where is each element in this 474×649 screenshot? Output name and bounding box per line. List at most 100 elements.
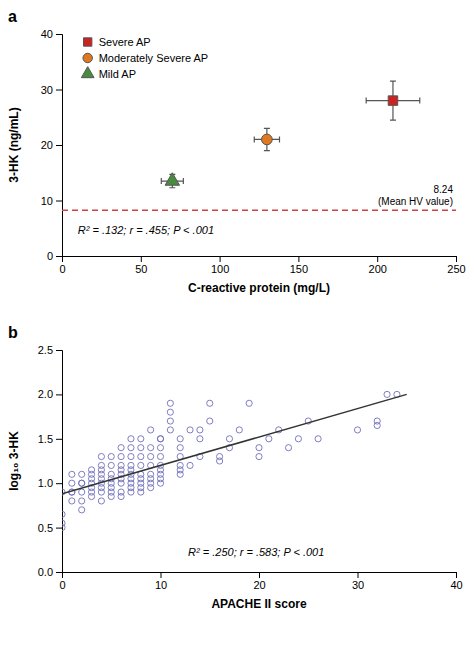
tick: 0.5 <box>38 522 62 534</box>
tick-mark <box>56 528 62 529</box>
point <box>157 436 163 442</box>
tick-mark <box>56 394 62 395</box>
tick: 10 <box>155 572 167 591</box>
tick-label: 10 <box>155 579 167 591</box>
point <box>315 436 321 442</box>
tick: 0.0 <box>38 566 62 578</box>
point <box>266 436 272 442</box>
tick-mark <box>56 90 62 91</box>
y-axis-title: 3-HK (ng/mL) <box>7 107 21 182</box>
point <box>128 462 134 468</box>
point <box>138 436 144 442</box>
point <box>69 471 75 477</box>
point <box>79 507 85 513</box>
point <box>98 453 104 459</box>
point <box>118 453 124 459</box>
point <box>295 436 301 442</box>
tick-label: 1.5 <box>38 433 53 445</box>
point <box>148 453 154 459</box>
tick-label: 40 <box>41 28 53 40</box>
panel-label: a <box>8 8 17 25</box>
tick-mark <box>56 572 62 573</box>
tick-mark <box>358 572 359 578</box>
tick-label: 150 <box>290 263 308 275</box>
x-axis: 0 50 100 150 200 250 <box>59 256 465 275</box>
point <box>285 445 291 451</box>
tick-mark <box>259 572 260 578</box>
point <box>79 480 85 486</box>
tick: 2.5 <box>38 344 62 356</box>
point <box>167 409 173 415</box>
point <box>128 453 134 459</box>
legend-label: Severe AP <box>99 36 151 48</box>
point <box>118 489 124 495</box>
line <box>62 394 407 493</box>
tick: 250 <box>447 256 465 275</box>
point <box>354 427 360 433</box>
point <box>177 445 183 451</box>
point <box>207 400 213 406</box>
panel: 0501001502002500102030408.24(Mean HV val… <box>7 8 466 295</box>
x-axis-title: APACHE II score <box>211 597 306 611</box>
tick: 30 <box>41 84 62 96</box>
point <box>148 471 154 477</box>
legend-label: Moderately Severe AP <box>99 52 208 64</box>
point <box>388 96 397 105</box>
y-axis: 0.00.51.01.52.02.5 <box>38 344 63 578</box>
axis-line <box>56 351 63 573</box>
tick: 2.0 <box>38 388 62 400</box>
point <box>108 462 114 468</box>
tick-mark <box>56 145 62 146</box>
tick-label: 0 <box>47 250 53 262</box>
panel: 0102030400.00.51.01.52.02.5R² = .250; r … <box>7 324 463 611</box>
tick: 10 <box>41 195 62 207</box>
legend-symbol <box>83 53 92 62</box>
tick-mark <box>456 256 457 262</box>
tick-mark <box>377 256 378 262</box>
x-axis: 010203040 <box>59 572 462 591</box>
tick: 20 <box>253 572 265 591</box>
point <box>118 445 124 451</box>
point <box>256 453 262 459</box>
tick: 0 <box>59 256 65 275</box>
point <box>246 400 252 406</box>
tick: 200 <box>369 256 387 275</box>
point <box>187 462 193 468</box>
legend: Severe APModerately Severe APMild AP <box>81 36 208 80</box>
point <box>98 462 104 468</box>
tick-mark <box>56 483 62 484</box>
point <box>69 498 75 504</box>
point <box>187 427 193 433</box>
tick: 20 <box>41 139 62 151</box>
tick-label: 200 <box>369 263 387 275</box>
tick-label: 250 <box>447 263 465 275</box>
tick-mark <box>56 439 62 440</box>
axis-line <box>63 573 457 579</box>
tick-label: 10 <box>41 195 53 207</box>
tick: 50 <box>135 256 147 275</box>
tick: 150 <box>290 256 308 275</box>
tick-label: 2.0 <box>38 388 53 400</box>
point <box>177 436 183 442</box>
point <box>157 453 163 459</box>
tick-label: 40 <box>450 579 462 591</box>
x-axis-title: C-reactive protein (mg/L) <box>188 281 330 295</box>
tick-mark <box>220 256 221 262</box>
point <box>128 445 134 451</box>
point <box>62 520 65 526</box>
point <box>138 445 144 451</box>
point <box>262 134 273 145</box>
axis-line <box>63 257 457 263</box>
point <box>374 422 380 428</box>
tick-mark <box>456 572 457 578</box>
point <box>167 400 173 406</box>
point <box>79 498 85 504</box>
tick: 100 <box>211 256 229 275</box>
tick: 0 <box>47 250 62 262</box>
tick: 40 <box>41 28 62 40</box>
tick-mark <box>141 256 142 262</box>
point <box>88 467 94 473</box>
point <box>197 436 203 442</box>
point <box>62 511 65 517</box>
point <box>79 471 85 477</box>
